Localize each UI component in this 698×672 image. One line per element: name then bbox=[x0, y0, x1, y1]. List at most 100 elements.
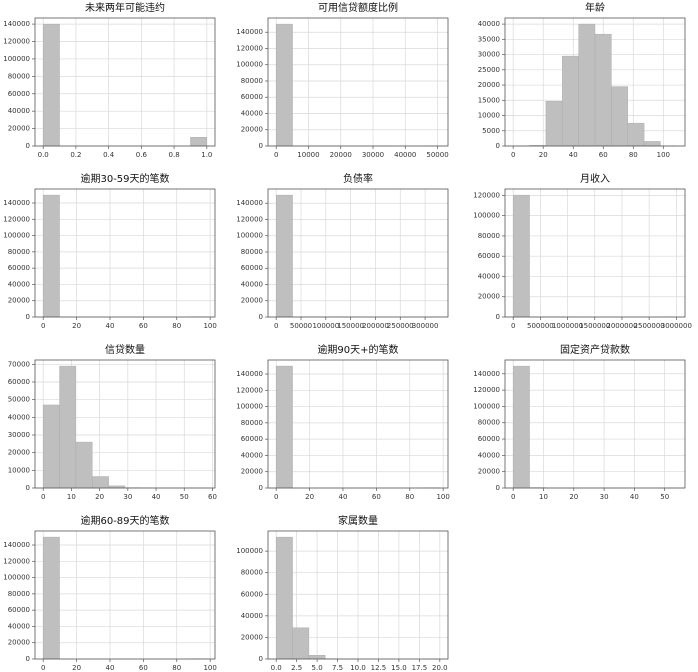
y-tick-label: 60000 bbox=[8, 378, 30, 386]
y-tick-label: 100000 bbox=[3, 55, 30, 63]
x-tick-label: 60 bbox=[139, 664, 148, 672]
x-tick-label: 20 bbox=[95, 493, 104, 501]
x-tick-label: 0 bbox=[41, 493, 45, 501]
y-tick-label: 40000 bbox=[8, 413, 30, 421]
bar bbox=[308, 655, 326, 660]
y-tick-label: 20000 bbox=[241, 633, 263, 641]
y-tick-label: 40000 bbox=[241, 451, 263, 459]
y-tick-label: 60000 bbox=[241, 264, 263, 272]
x-tick-label: 1500000 bbox=[579, 322, 610, 330]
x-tick-label: 10 bbox=[539, 493, 548, 501]
bar bbox=[512, 365, 530, 489]
y-tick-label: 10000 bbox=[478, 112, 500, 120]
y-tick-label: 25000 bbox=[478, 66, 500, 74]
y-tick-label: 140000 bbox=[236, 199, 263, 207]
y-tick-label: 60000 bbox=[241, 590, 263, 598]
x-tick-label: 10 bbox=[67, 493, 76, 501]
x-tick-label: 0 bbox=[274, 493, 278, 501]
x-tick-label: 30 bbox=[600, 493, 609, 501]
y-tick-label: 40000 bbox=[8, 280, 30, 288]
y-tick-label: 40000 bbox=[478, 272, 500, 280]
y-tick-label: 40000 bbox=[8, 622, 30, 630]
bar bbox=[275, 365, 293, 489]
y-tick-label: 120000 bbox=[3, 38, 30, 46]
x-tick-label: 0.6 bbox=[136, 151, 148, 159]
y-tick-label: 100000 bbox=[236, 232, 263, 240]
x-tick-label: 30000 bbox=[362, 151, 384, 159]
y-tick-label: 100000 bbox=[473, 212, 500, 220]
y-tick-label: 100000 bbox=[3, 574, 30, 582]
subplot-title: 逾期60-89天的笔数 bbox=[80, 514, 169, 527]
bar bbox=[275, 536, 293, 660]
subplot-title: 负债率 bbox=[343, 172, 373, 185]
x-tick-label: 20000 bbox=[330, 151, 352, 159]
y-tick-label: 100000 bbox=[236, 61, 263, 69]
x-tick-label: 60 bbox=[139, 322, 148, 330]
x-tick-label: 0.0 bbox=[271, 664, 282, 672]
y-tick-label: 50000 bbox=[8, 396, 30, 404]
x-tick-label: 2.5 bbox=[291, 664, 302, 672]
y-tick-label: 80000 bbox=[241, 419, 263, 427]
y-tick-label: 100000 bbox=[236, 547, 263, 555]
bar bbox=[75, 441, 93, 489]
bar bbox=[292, 627, 310, 660]
x-tick-label: 15.0 bbox=[391, 664, 407, 672]
x-tick-label: 50000 bbox=[426, 151, 448, 159]
x-tick-label: 1.0 bbox=[201, 151, 212, 159]
x-tick-label: 500000 bbox=[527, 322, 554, 330]
x-tick-label: 60 bbox=[208, 493, 217, 501]
bar bbox=[643, 141, 661, 147]
y-tick-label: 40000 bbox=[8, 107, 30, 115]
x-tick-label: 0 bbox=[41, 664, 45, 672]
x-tick-label: 2000000 bbox=[606, 322, 637, 330]
subplot-title: 逾期30-59天的笔数 bbox=[80, 172, 169, 185]
y-tick-label: 30000 bbox=[8, 431, 30, 439]
x-tick-label: 40 bbox=[152, 493, 161, 501]
x-tick-label: 40 bbox=[339, 493, 348, 501]
y-tick-label: 60000 bbox=[8, 606, 30, 614]
x-tick-label: 300000 bbox=[412, 322, 439, 330]
bar bbox=[512, 194, 530, 318]
bar bbox=[275, 23, 293, 147]
subplot-title: 固定资产贷款数 bbox=[560, 343, 630, 356]
subplot-title: 未来两年可能违约 bbox=[85, 1, 165, 14]
x-tick-label: 40 bbox=[569, 151, 578, 159]
bar bbox=[59, 365, 77, 489]
subplot-title: 家属数量 bbox=[338, 514, 378, 527]
y-tick-label: 100000 bbox=[3, 232, 30, 240]
axes-frame bbox=[504, 188, 686, 318]
x-tick-label: 12.5 bbox=[371, 664, 387, 672]
axes-frame bbox=[504, 17, 686, 147]
x-tick-label: 50000 bbox=[290, 322, 312, 330]
y-tick-label: 0 bbox=[26, 142, 30, 150]
x-tick-label: 20 bbox=[72, 664, 81, 672]
x-tick-label: 5.0 bbox=[312, 664, 323, 672]
y-tick-label: 80000 bbox=[241, 248, 263, 256]
x-tick-label: 40000 bbox=[394, 151, 416, 159]
y-tick-label: 35000 bbox=[478, 35, 500, 43]
x-tick-label: 250000 bbox=[387, 322, 414, 330]
y-tick-label: 10000 bbox=[8, 466, 30, 474]
axes-frame bbox=[34, 359, 216, 489]
axes-frame bbox=[267, 530, 449, 660]
y-tick-label: 140000 bbox=[236, 370, 263, 378]
x-tick-label: 0.0 bbox=[38, 151, 49, 159]
x-tick-label: 20.0 bbox=[432, 664, 448, 672]
y-tick-label: 0 bbox=[26, 313, 30, 321]
y-tick-label: 20000 bbox=[8, 125, 30, 133]
y-tick-label: 140000 bbox=[3, 199, 30, 207]
bar bbox=[627, 122, 645, 147]
y-tick-label: 140000 bbox=[236, 28, 263, 36]
x-tick-label: 100000 bbox=[312, 322, 339, 330]
x-tick-label: 80 bbox=[172, 322, 181, 330]
y-tick-label: 20000 bbox=[478, 81, 500, 89]
y-tick-label: 80000 bbox=[8, 72, 30, 80]
y-tick-label: 0 bbox=[259, 655, 263, 663]
x-tick-label: 80 bbox=[172, 664, 181, 672]
y-tick-label: 80000 bbox=[241, 77, 263, 85]
bar bbox=[594, 33, 612, 147]
x-tick-label: 0.2 bbox=[70, 151, 81, 159]
axes-frame bbox=[34, 530, 216, 660]
subplot-title: 月收入 bbox=[580, 172, 610, 185]
